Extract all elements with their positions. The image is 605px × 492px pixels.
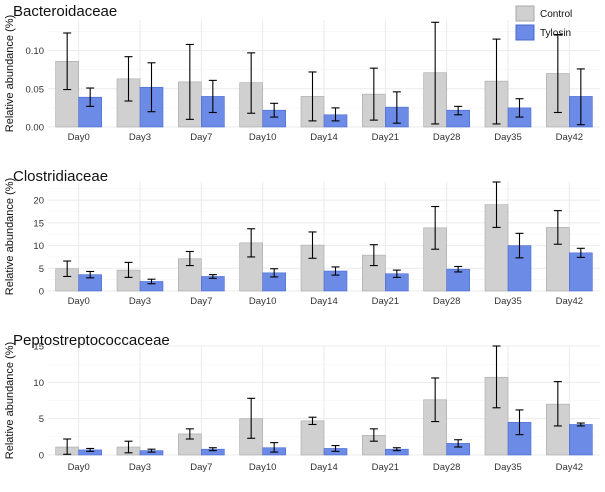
y-tick-label: 0 [39,287,44,298]
y-tick-label: 10 [33,241,44,252]
x-tick-label: Day7 [190,462,212,473]
x-tick-label: Day42 [556,462,583,473]
y-axis-label-clostridiaceae: Relative abundance (%) [4,178,16,295]
y-tick-label: 0.00 [26,123,45,134]
legend-label-tylosin: Tylosin [540,28,571,39]
panel-clostridiaceae: Clostridiaceae Relative abundance (%) 0 5… [4,168,600,307]
y-tick-label: 15 [33,342,44,353]
x-tick-label: Day7 [190,296,212,307]
y-tick-label: 0.05 [26,84,45,95]
panel-title-bacteroidaceae: Bacteroidaceae [13,3,117,20]
x-tick-label: Day21 [372,296,399,307]
x-tick-label: Day3 [129,462,151,473]
legend-swatch-control [515,5,535,22]
legend: Control Tylosin [515,5,572,41]
x-tick-label: Day3 [129,132,151,143]
bar-tylosin-clostridiaceae [569,252,593,292]
x-tick-label: Day21 [372,132,399,143]
x-tick-label: Day14 [310,132,337,143]
x-tick-label: Day7 [190,132,212,143]
legend-swatch-tylosin [515,24,535,41]
bar-control-peptostreptococcaceae [300,420,325,456]
x-tick-label: Day14 [310,462,337,473]
x-tick-label: Day10 [249,296,276,307]
x-tick-label: Day28 [433,132,460,143]
x-tick-label: Day14 [310,296,337,307]
y-tick-label: 10 [33,378,44,389]
x-tick-label: Day21 [372,462,399,473]
y-tick-label: 0.10 [26,46,45,57]
x-tick-label: Day0 [68,296,90,307]
bar-tylosin-peptostreptococcaceae [569,424,593,456]
y-axis-label-peptostreptococcaceae: Relative abundance (%) [4,342,16,459]
panel-title-peptostreptococcaceae: Peptostreptococcaceae [13,332,170,349]
x-tick-label: Day35 [494,462,521,473]
x-tick-label: Day42 [556,296,583,307]
y-tick-label: 5 [39,414,44,425]
x-tick-label: Day0 [68,462,90,473]
y-tick-label: 15 [33,218,44,229]
y-tick-label: 5 [39,264,44,275]
y-axis-label-bacteroidaceae: Relative abundance (%) [4,15,16,132]
x-tick-label: Day35 [494,296,521,307]
panel-bacteroidaceae: Bacteroidaceae Relative abundance (%) 0.… [4,3,600,143]
y-tick-label: 0 [39,451,44,462]
x-tick-label: Day35 [494,132,521,143]
y-tick-label: 20 [33,196,44,207]
panel-peptostreptococcaceae: Peptostreptococcaceae Relative abundance… [4,332,600,473]
legend-label-control: Control [540,9,572,20]
x-tick-label: Day3 [129,296,151,307]
x-tick-label: Day28 [433,462,460,473]
x-tick-label: Day28 [433,296,460,307]
x-tick-label: Day10 [249,132,276,143]
x-tick-label: Day10 [249,462,276,473]
panel-title-clostridiaceae: Clostridiaceae [13,168,108,185]
x-tick-label: Day42 [556,132,583,143]
x-tick-label: Day0 [68,132,90,143]
